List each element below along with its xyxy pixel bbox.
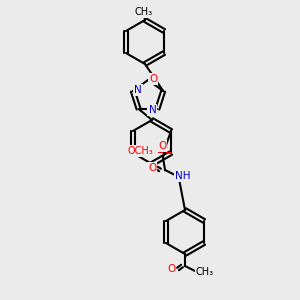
- Text: N: N: [134, 85, 142, 95]
- Text: O: O: [167, 264, 175, 274]
- Text: NH: NH: [175, 171, 191, 181]
- Text: OCH₃: OCH₃: [127, 146, 153, 156]
- Text: O: O: [158, 141, 166, 151]
- Text: O: O: [149, 74, 157, 84]
- Text: N: N: [148, 105, 156, 115]
- Text: CH₃: CH₃: [196, 267, 214, 277]
- Text: O: O: [148, 163, 156, 173]
- Text: CH₃: CH₃: [135, 7, 153, 17]
